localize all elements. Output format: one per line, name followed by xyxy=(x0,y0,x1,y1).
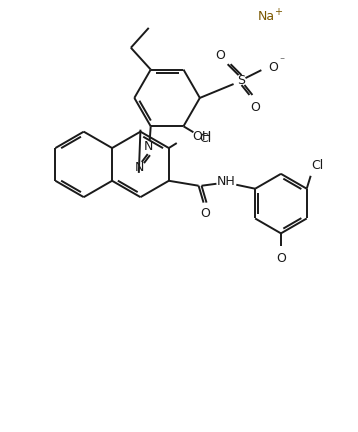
Text: NH: NH xyxy=(217,175,236,188)
Text: Cl: Cl xyxy=(311,159,324,172)
Text: +: + xyxy=(274,6,282,16)
Text: N: N xyxy=(135,162,145,175)
Text: OH: OH xyxy=(193,130,212,143)
Text: S: S xyxy=(237,73,246,86)
Text: N: N xyxy=(144,140,154,152)
Text: O: O xyxy=(200,207,211,220)
Text: O: O xyxy=(216,49,226,62)
Text: O: O xyxy=(276,252,286,265)
Text: O: O xyxy=(268,60,278,74)
Text: ⁻: ⁻ xyxy=(280,56,285,66)
Text: Na: Na xyxy=(257,10,275,23)
Text: Cl: Cl xyxy=(199,132,212,145)
Text: O: O xyxy=(251,102,260,114)
